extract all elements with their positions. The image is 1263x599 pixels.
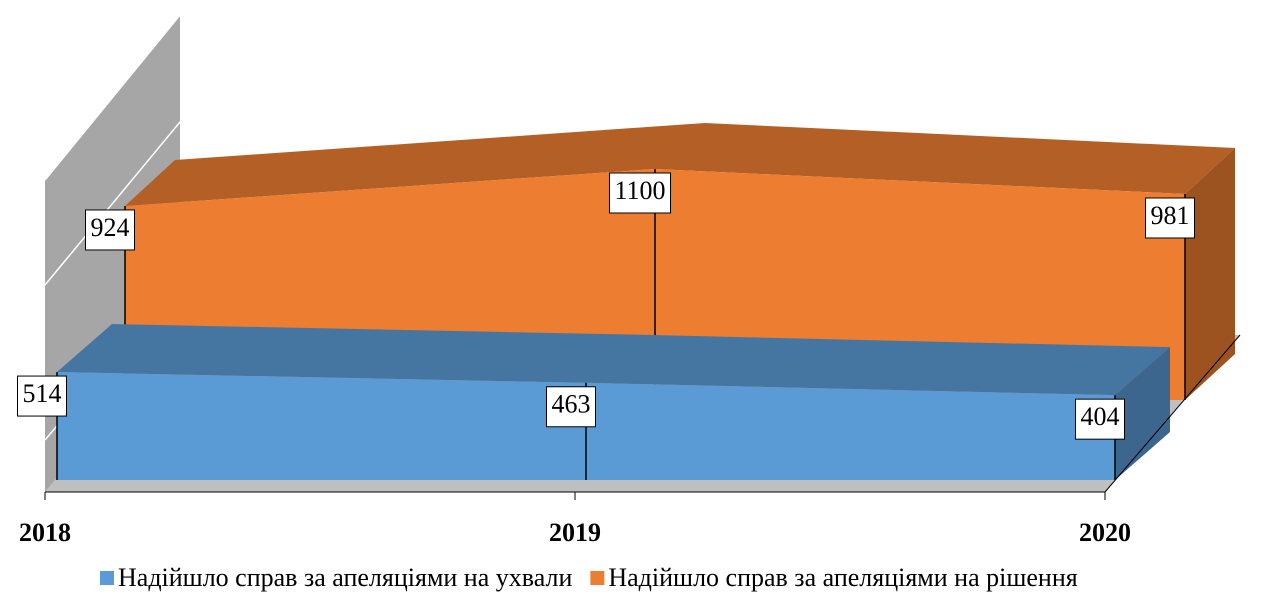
data-label: 514 bbox=[17, 375, 67, 417]
plot bbox=[56, 123, 1235, 480]
data-label: 404 bbox=[1075, 398, 1125, 440]
data-label-text: 463 bbox=[552, 390, 591, 419]
data-label: 463 bbox=[546, 386, 596, 428]
x-tick-label: 2019 bbox=[549, 518, 601, 547]
x-tick-label: 2018 bbox=[19, 518, 71, 547]
data-label-box bbox=[546, 386, 596, 428]
data-label-text: 1100 bbox=[614, 176, 665, 205]
data-label-box bbox=[17, 375, 67, 417]
area-side bbox=[1185, 147, 1235, 400]
area-top bbox=[57, 324, 1170, 396]
data-label-box bbox=[1145, 197, 1195, 239]
data-label-text: 924 bbox=[91, 213, 130, 242]
data-label: 924 bbox=[85, 209, 135, 251]
area-top bbox=[125, 123, 1235, 206]
depth-axis bbox=[1104, 334, 1241, 493]
legend-swatch bbox=[590, 571, 605, 585]
data-label-box bbox=[1075, 398, 1125, 440]
legend-swatch bbox=[100, 571, 114, 585]
data-label: 981 bbox=[1145, 197, 1195, 239]
data-label-box bbox=[608, 172, 672, 214]
x-tick-label: 2020 bbox=[1079, 518, 1131, 547]
legend-label: Надійшло справ за апеляціями на ухвали bbox=[118, 563, 572, 592]
legend-label: Надійшло справ за апеляціями на рішення bbox=[608, 563, 1077, 592]
data-label: 1100 bbox=[608, 172, 672, 214]
data-label-box bbox=[85, 209, 135, 251]
data-label-text: 404 bbox=[1081, 402, 1120, 431]
area-side bbox=[1115, 347, 1170, 480]
data-label-text: 514 bbox=[23, 379, 62, 408]
data-label-text: 981 bbox=[1151, 201, 1190, 230]
